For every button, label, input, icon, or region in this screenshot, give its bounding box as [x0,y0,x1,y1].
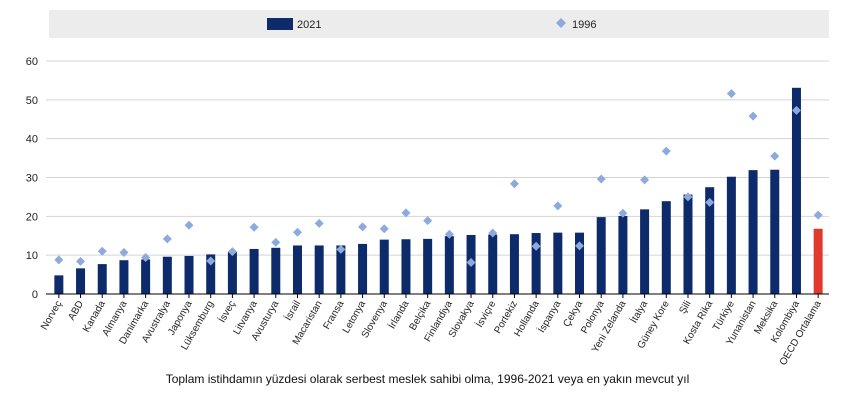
y-axis-ticks: 0 10 20 30 40 50 60 [26,56,38,301]
bar-2021-23 [553,232,563,294]
bar-2021-9 [249,248,259,294]
marker-1996-29 [683,192,693,202]
bar-2021-30 [705,187,715,294]
y-tick-label-30: 30 [26,173,38,185]
bar-2021-4 [141,259,151,294]
x-tick-label-29: Şili [677,299,693,316]
marker-1996-19 [466,258,476,268]
marker-1996-32 [748,111,758,121]
bar-2021-34 [791,87,801,294]
bar-2021-3 [119,260,129,294]
bar-2021-27 [640,209,650,294]
bar-2021-32 [748,170,758,294]
x-tick-label-8: İsveç [215,298,238,325]
bar-2021-11 [292,245,302,294]
markers-1996 [54,89,823,268]
bar-2021-10 [271,247,281,294]
bar-2021-8 [227,252,237,294]
marker-1996-14 [358,222,368,232]
y-tick-label-20: 20 [26,211,38,223]
legend-1996-marker [556,18,566,28]
bar-2021-14 [358,243,368,294]
bar-2021-22 [531,233,541,294]
legend-1996-label: 1996 [572,19,596,31]
x-tick-label-27: İtalya [627,298,650,326]
bar-2021-29 [683,194,693,294]
marker-1996-25 [596,174,606,184]
marker-1996-11 [292,227,302,237]
bar-2021-25 [596,217,606,294]
bar-2021-21 [509,234,519,294]
marker-1996-33 [770,151,780,161]
legend-box [49,10,829,38]
marker-1996-6 [184,220,194,230]
bar-2021-0 [54,275,64,294]
bar-2021-1 [76,268,86,294]
bar-2021-2 [97,264,107,294]
bar-2021-16 [401,239,411,294]
legend-2021-swatch [267,18,293,30]
marker-1996-23 [553,201,563,211]
y-tick-label-10: 10 [26,250,38,262]
bar-2021-35 [813,228,823,294]
marker-1996-18 [444,229,454,239]
bar-2021-20 [488,234,498,294]
bar-2021-17 [423,238,433,294]
bar-2021-26 [618,215,628,294]
bar-2021-33 [770,169,780,294]
marker-1996-22 [531,241,541,251]
marker-1996-16 [401,208,411,218]
marker-1996-28 [661,146,671,156]
y-tick-label-50: 50 [26,95,38,107]
marker-1996-31 [726,89,736,99]
y-tick-label-0: 0 [32,289,38,301]
y-tick-label-60: 60 [26,56,38,68]
marker-1996-34 [791,105,801,115]
bars-2021 [54,87,823,294]
y-tick-label-40: 40 [26,134,38,146]
legend: 2021 1996 [49,10,829,38]
marker-1996-20 [488,228,498,238]
x-tick-label-11: İsrail [281,298,303,323]
marker-1996-21 [509,179,519,189]
bar-2021-7 [206,254,216,294]
marker-1996-24 [575,241,585,251]
bar-2021-15 [379,239,389,294]
x-tick-label-0: Norveç [39,299,64,332]
marker-1996-2 [97,246,107,256]
legend-2021-label: 2021 [297,19,321,31]
x-axis-labels: Norveç ABDKanadaAlmanyaDanimarkaAvustraly… [39,294,824,368]
marker-1996-1 [76,256,86,266]
gridlines [46,60,829,256]
marker-1996-26 [618,208,628,218]
marker-1996-10 [271,237,281,247]
marker-1996-15 [379,224,389,234]
marker-1996-17 [423,216,433,226]
marker-1996-13 [336,244,346,254]
marker-1996-5 [162,234,172,244]
bar-2021-12 [314,245,324,294]
chart-caption: Toplam istihdamın yüzdesi olarak serbest… [165,372,690,386]
bar-2021-5 [162,256,172,294]
marker-1996-30 [705,197,715,207]
marker-1996-3 [119,247,129,257]
x-tick-label-1: ABD [66,299,86,322]
bar-2021-6 [184,255,194,294]
bar-2021-13 [336,245,346,294]
marker-1996-4 [141,252,151,262]
marker-1996-8 [227,247,237,257]
marker-1996-27 [640,175,650,185]
marker-1996-35 [813,210,823,220]
bar-2021-31 [726,176,736,294]
marker-1996-9 [249,222,259,232]
marker-1996-0 [54,255,64,265]
bar-2021-18 [444,236,454,294]
marker-1996-7 [206,256,216,266]
bar-2021-24 [575,232,585,294]
marker-1996-12 [314,218,324,228]
bar-2021-28 [661,201,671,294]
